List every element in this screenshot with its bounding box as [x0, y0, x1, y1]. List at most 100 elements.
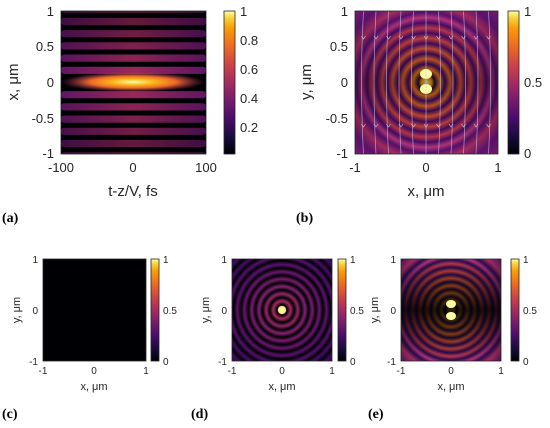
y-tick-a: -1	[42, 146, 54, 161]
streamline-arrow	[411, 123, 416, 128]
streamline-arrow	[398, 35, 404, 40]
plot-area-c	[43, 259, 146, 361]
fringe-bands-a	[61, 11, 206, 154]
plot-frame-d	[231, 258, 333, 362]
y-tick-b: -1	[336, 146, 348, 161]
colorbar-tick-a: 0.8	[240, 33, 258, 48]
streamline-arrow	[423, 123, 429, 128]
colorbar-d	[338, 259, 346, 361]
colorbar-tick-a: 0.4	[240, 91, 258, 106]
plot-frame-e	[400, 258, 502, 362]
colorbar-tick-b: 1	[524, 4, 531, 19]
streamline	[398, 11, 402, 154]
streamline-arrow	[386, 35, 391, 40]
streamline	[438, 11, 441, 154]
nodal-line-b	[355, 11, 498, 154]
fringe-band	[61, 11, 206, 13]
y-tick-b: 1	[341, 4, 348, 19]
streamline-arrow	[473, 35, 479, 40]
streamline	[450, 11, 454, 154]
x-axis-label-d: x, μm	[268, 381, 295, 393]
y-tick-e: -1	[387, 357, 396, 368]
streamline-arrow	[436, 35, 441, 40]
colorbar-c	[151, 259, 159, 361]
panel-label-c: (c)	[2, 407, 18, 422]
streamline	[386, 11, 389, 154]
nodal-line-e	[401, 259, 501, 361]
streamline-arrow	[461, 35, 466, 40]
colorbar-frame-c	[150, 258, 160, 362]
colorbar-tick-e: 0	[523, 357, 529, 368]
streamline	[361, 11, 364, 154]
y-tick-e: 1	[390, 255, 396, 266]
fringe-band	[61, 66, 206, 74]
colorbar-frame-b	[507, 10, 520, 155]
streamline-arrow	[448, 123, 454, 128]
streamline	[463, 11, 466, 154]
colorbar-tick-e: 1	[523, 255, 529, 266]
streamline-arrow	[373, 123, 379, 128]
y-axis-label-a: x, μm	[5, 64, 22, 101]
y-tick-d: 1	[221, 255, 227, 266]
streamline-arrow	[373, 35, 379, 40]
y-tick-d: 0	[221, 306, 227, 317]
y-axis-label-c: y, μm	[11, 297, 23, 323]
x-tick-a: 100	[195, 160, 217, 175]
y-tick-c: 1	[32, 255, 38, 266]
colorbar-tick-e: 0.5	[523, 306, 537, 317]
y-axis-label-e: y, μm	[369, 297, 381, 323]
panel-d: 1 0 -1 -1 0 1 x, μm y, μm 1 0.5 0 (d)	[191, 255, 364, 422]
x-tick-e: -1	[397, 366, 406, 377]
panel-b: 1 0.5 0 -0.5 -1 -1 0 1 x, μm y, μm 1 0.5…	[296, 4, 542, 226]
colorbar-tick-c: 1	[163, 255, 169, 266]
x-tick-a: 0	[129, 160, 136, 175]
central-spot-d	[278, 306, 286, 314]
streamline-arrow	[411, 35, 416, 40]
panel-label-e: (e)	[368, 407, 384, 422]
streamline-arrow	[448, 35, 454, 40]
streamline-arrow	[361, 35, 366, 40]
x-tick-b: -1	[349, 160, 361, 175]
colorbar-a	[224, 11, 235, 154]
central-intensity-peak	[61, 72, 205, 92]
x-tick-c: 0	[91, 366, 97, 377]
colorbar-b	[508, 11, 519, 154]
x-axis-label-b: x, μm	[408, 183, 445, 200]
colorbar-tick-a: 0.6	[240, 62, 258, 77]
streamline	[475, 11, 479, 154]
colorbar-e	[511, 259, 519, 361]
fringe-band	[61, 91, 206, 99]
streamline-arrow	[386, 123, 391, 128]
streamline-arrow	[398, 123, 404, 128]
y-axis-label-b: y, μm	[298, 64, 315, 100]
lower-lobe-e	[446, 312, 456, 320]
panel-e: 1 0 -1 -1 0 1 x, μm y, μm 1 0.5 0 (e)	[368, 255, 537, 422]
y-tick-a: 1	[47, 4, 54, 19]
streamline-arrow	[461, 123, 466, 128]
y-tick-a: 0	[47, 75, 54, 90]
y-tick-a: 0.5	[36, 39, 54, 54]
streamline-arrow	[486, 35, 491, 40]
streamline-arrow	[473, 123, 479, 128]
streamline	[411, 11, 414, 154]
plot-frame-b	[354, 10, 499, 155]
x-tick-d: 0	[279, 366, 285, 377]
colorbar-tick-a: 1	[240, 4, 247, 19]
x-tick-d: -1	[228, 366, 237, 377]
x-tick-d: 1	[329, 366, 335, 377]
fringe-band	[61, 17, 206, 26]
colorbar-tick-c: 0	[163, 357, 169, 368]
streamline-arrow	[423, 35, 429, 40]
panel-a: 1 0.5 0 -0.5 -1 -100 0 100 t-z/V, fs x, …	[2, 4, 258, 226]
colorbar-tick-d: 0.5	[350, 306, 364, 317]
y-tick-b: 0	[341, 75, 348, 90]
fringe-band	[61, 30, 206, 38]
plot-frame-a	[60, 10, 207, 155]
x-axis-label-c: x, μm	[80, 381, 107, 393]
x-axis-label-e: x, μm	[437, 381, 464, 393]
x-tick-a: -100	[48, 160, 74, 175]
fringe-band	[61, 103, 206, 111]
x-tick-c: -1	[39, 366, 48, 377]
x-tick-c: 1	[143, 366, 149, 377]
plot-frame-c	[42, 258, 147, 362]
